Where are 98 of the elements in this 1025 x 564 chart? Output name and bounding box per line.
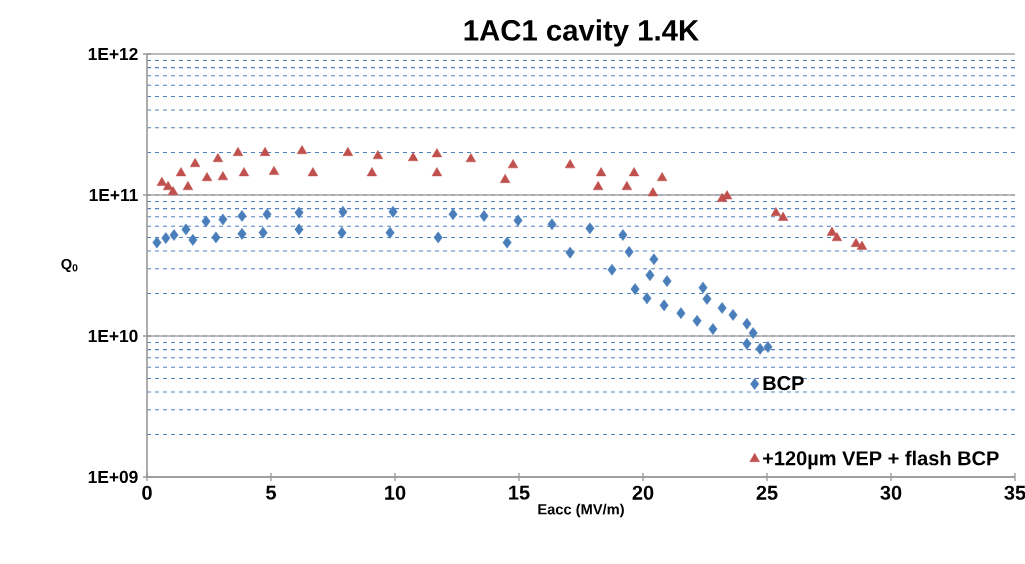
point	[662, 275, 672, 287]
point	[708, 323, 718, 335]
x-tick-label: 0	[142, 485, 152, 500]
y-tick-label: 1E+12	[88, 47, 138, 61]
point	[659, 299, 669, 312]
point	[431, 167, 443, 177]
point	[649, 253, 659, 266]
point	[218, 213, 228, 226]
x-tick-label: 30	[880, 485, 902, 500]
point	[237, 227, 247, 240]
point	[513, 214, 523, 227]
point	[190, 158, 201, 168]
point	[156, 176, 168, 186]
point	[433, 231, 443, 244]
point	[262, 208, 272, 221]
point	[621, 181, 632, 191]
point	[169, 229, 179, 241]
point	[388, 205, 398, 218]
point	[307, 167, 319, 177]
point	[431, 148, 443, 158]
point	[201, 172, 213, 182]
point	[692, 314, 702, 327]
x-tick-label: 10	[385, 485, 406, 500]
point	[211, 231, 221, 244]
point	[770, 207, 782, 217]
x-tick-label: 15	[509, 485, 530, 500]
point	[630, 283, 640, 295]
point	[372, 150, 384, 160]
point	[507, 159, 519, 169]
point	[294, 206, 304, 219]
point	[742, 337, 752, 350]
legend-label: +120µm VEP + flash BCP	[763, 450, 999, 470]
point	[607, 263, 617, 276]
point	[748, 327, 758, 339]
x-tick-label: 35	[1004, 485, 1025, 500]
point	[547, 218, 557, 231]
point	[182, 181, 194, 191]
point	[201, 215, 211, 228]
point	[564, 159, 576, 169]
point	[856, 240, 868, 250]
point	[742, 317, 752, 330]
point	[161, 232, 171, 244]
point	[465, 153, 477, 163]
point	[188, 234, 198, 246]
point	[337, 226, 347, 239]
point	[728, 309, 738, 321]
point	[585, 222, 595, 235]
y-tick-label: 1E+09	[88, 470, 138, 484]
point	[175, 167, 187, 177]
point	[645, 269, 655, 282]
point	[763, 341, 773, 353]
point	[385, 226, 395, 239]
point	[656, 172, 668, 182]
legend-label: BCP	[763, 376, 804, 391]
point	[232, 146, 244, 156]
point	[167, 186, 179, 196]
point	[502, 236, 512, 249]
y-axis-title: Q$_{0}$	[61, 258, 78, 273]
point	[698, 281, 708, 294]
x-tick-label: 20	[632, 485, 654, 500]
point	[702, 293, 712, 305]
point	[181, 223, 191, 236]
point	[777, 211, 789, 221]
point	[717, 302, 727, 314]
point	[338, 205, 348, 218]
x-tick-label: 25	[756, 485, 778, 500]
point	[624, 246, 634, 258]
point	[595, 167, 607, 177]
y-tick-label: 1E+10	[88, 329, 138, 343]
point	[217, 171, 229, 181]
point	[647, 187, 659, 197]
point	[259, 146, 271, 156]
point	[296, 145, 308, 155]
x-tick-label: 5	[266, 485, 277, 500]
point	[499, 173, 511, 183]
x-axis-title: Eacc (MV/m)	[538, 503, 624, 518]
point	[152, 236, 162, 249]
point	[342, 146, 354, 156]
point	[479, 210, 489, 222]
point	[448, 208, 458, 221]
point	[366, 167, 378, 177]
point	[294, 223, 304, 236]
point	[237, 210, 247, 222]
point	[238, 167, 250, 177]
point	[618, 229, 628, 241]
point	[755, 343, 765, 355]
point	[592, 181, 604, 191]
point	[831, 232, 843, 242]
point	[407, 152, 419, 162]
point	[258, 226, 268, 239]
point	[642, 292, 652, 305]
point	[268, 165, 280, 175]
point	[565, 246, 575, 259]
chart-title: 1AC1 cavity 1.4K	[464, 19, 699, 47]
point	[628, 167, 640, 177]
point	[212, 153, 224, 163]
y-tick-label: 1E+11	[89, 189, 138, 201]
point	[676, 307, 686, 320]
